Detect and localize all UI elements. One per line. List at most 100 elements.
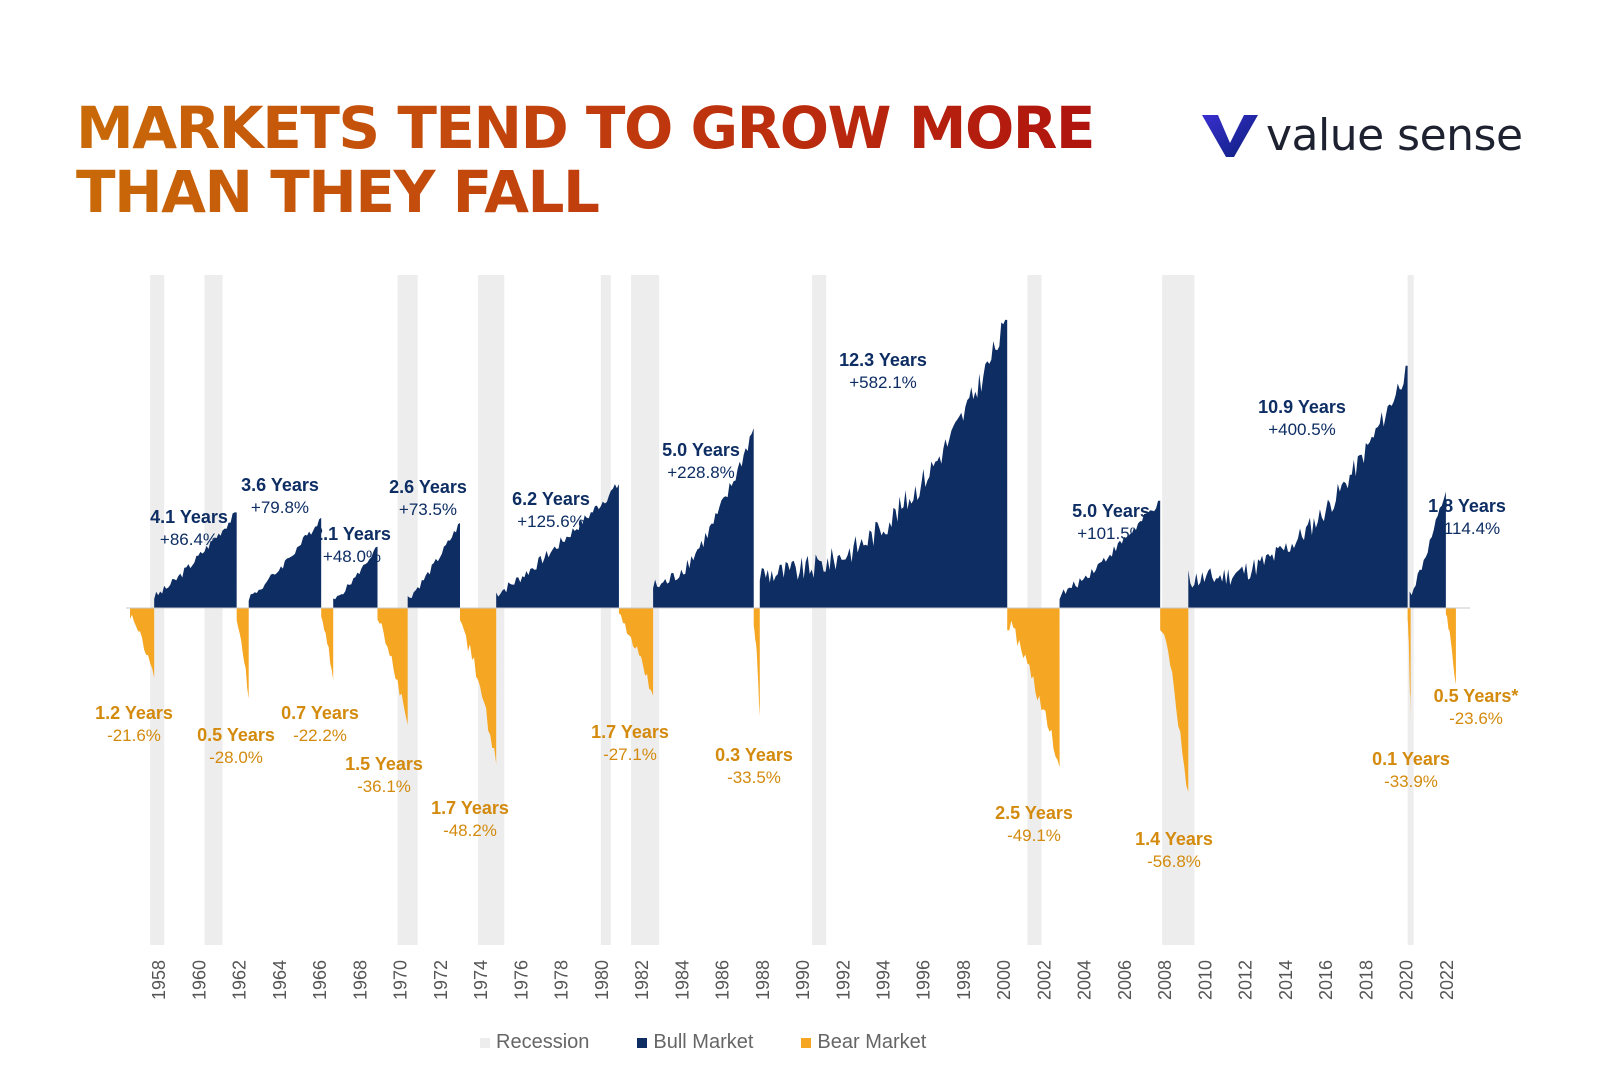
return-label: +86.4% (160, 530, 218, 549)
recession-band (1407, 275, 1414, 945)
x-tick-label: 1974 (471, 960, 491, 1000)
x-tick-label: 2014 (1276, 960, 1296, 1000)
return-label: -48.2% (443, 821, 497, 840)
duration-label: 4.1 Years (150, 507, 228, 527)
bear-market-area (321, 608, 334, 680)
data-labels: 4.1 Years +86.4% 3.6 Years +79.8%2.1 Years +… (95, 350, 1518, 871)
x-tick-label: 2004 (1075, 960, 1095, 1000)
x-tick-label: 1964 (270, 960, 290, 1000)
legend-item-bear: Bear Market (801, 1031, 926, 1054)
market-areas (130, 319, 1456, 792)
recession-band (204, 275, 223, 945)
x-tick-label: 1998 (954, 960, 974, 1000)
return-label: -23.6% (1449, 709, 1503, 728)
x-tick-label: 1984 (672, 960, 692, 1000)
return-label: +582.1% (849, 373, 917, 392)
legend-item-recession: Recession (480, 1031, 589, 1054)
x-tick-label: 1978 (552, 960, 572, 1000)
return-label: -36.1% (357, 777, 411, 796)
x-tick-label: 1980 (592, 960, 612, 1000)
return-label: -27.1% (603, 745, 657, 764)
legend: Recession Bull Market Bear Market (480, 1031, 926, 1054)
return-label: -56.8% (1147, 852, 1201, 871)
x-tick-label: 2016 (1316, 960, 1336, 1000)
bull-market-area (653, 428, 754, 608)
bear-market-area (753, 608, 760, 717)
x-tick-label: 2002 (1034, 960, 1054, 1000)
legend-swatch-bull (637, 1037, 648, 1048)
duration-label: 12.3 Years (839, 350, 927, 370)
x-tick-label: 1994 (874, 960, 894, 1000)
duration-label: 3.6 Years (241, 475, 319, 495)
return-label: +101.5% (1077, 524, 1145, 543)
return-label: -49.1% (1007, 826, 1061, 845)
bull-market-area (1059, 500, 1161, 608)
return-label: +79.8% (251, 498, 309, 517)
duration-label: 2.1 Years (313, 524, 391, 544)
x-tick-label: 2012 (1236, 960, 1256, 1000)
duration-label: 1.4 Years (1135, 829, 1213, 849)
return-label: +73.5% (399, 500, 457, 519)
x-tick-label: 1982 (632, 960, 652, 1000)
x-tick-label: 1968 (350, 960, 370, 1000)
x-tick-label: 2006 (1115, 960, 1135, 1000)
duration-label: 0.5 Years (197, 725, 275, 745)
legend-item-bull: Bull Market (637, 1031, 753, 1054)
x-tick-label: 2000 (994, 960, 1014, 1000)
bull-market-area (407, 523, 460, 608)
legend-label-bull: Bull Market (653, 1031, 754, 1053)
duration-label: 6.2 Years (512, 489, 590, 509)
brand-logo: value sense (1200, 110, 1523, 161)
legend-label-recession: Recession (496, 1031, 590, 1053)
duration-label: 5.0 Years (662, 440, 740, 460)
duration-label: 10.9 Years (1258, 397, 1346, 417)
recession-band (812, 275, 827, 945)
return-label: +114.4% (1434, 519, 1500, 538)
return-label: +48.0% (323, 547, 381, 566)
legend-swatch-bear (801, 1037, 812, 1048)
x-tick-label: 2018 (1356, 960, 1376, 1000)
return-label: -21.6% (107, 726, 161, 745)
legend-swatch-recession (480, 1037, 490, 1048)
legend-label-bear: Bear Market (817, 1031, 927, 1053)
bear-market-area (1007, 608, 1060, 768)
duration-label: 0.3 Years (715, 745, 793, 765)
x-tick-label: 1970 (391, 960, 411, 1000)
duration-label: 5.0 Years (1072, 501, 1150, 521)
duration-label: 1.8 Years (1428, 496, 1506, 516)
x-tick-label: 1958 (149, 960, 169, 1000)
bear-market-area (1445, 608, 1456, 685)
return-label: -22.2% (293, 726, 347, 745)
duration-label: 1.7 Years (431, 798, 509, 818)
bull-market-area (759, 319, 1008, 608)
bear-market-area (236, 608, 249, 699)
x-tick-label: 1972 (431, 960, 451, 1000)
x-tick-label: 1992 (833, 960, 853, 1000)
duration-label: 0.7 Years (281, 703, 359, 723)
bull-market-area (496, 484, 619, 608)
bull-market-area (333, 546, 378, 608)
bull-market-area (1409, 491, 1446, 608)
return-label: -33.9% (1384, 772, 1438, 791)
bull-market-area (248, 517, 322, 608)
x-tick-label: 1966 (310, 960, 330, 1000)
x-axis-ticks: 1958 1960 1962 1964 1966 1968 1970 1972 1974 1976… (149, 960, 1457, 1000)
duration-label: 1.7 Years (591, 722, 669, 742)
bear-market-area (459, 608, 497, 765)
x-tick-label: 1960 (189, 960, 209, 1000)
duration-label: 1.5 Years (345, 754, 423, 774)
bear-market-area (1407, 608, 1411, 718)
duration-label: 2.6 Years (389, 477, 467, 497)
return-label: +125.6% (517, 512, 585, 531)
x-tick-label: 1976 (511, 960, 531, 1000)
logo-text: value sense (1266, 110, 1523, 161)
x-tick-label: 1990 (793, 960, 813, 1000)
duration-label: 0.5 Years* (1434, 686, 1519, 706)
duration-label: 0.1 Years (1372, 749, 1450, 769)
bear-market-area (130, 608, 155, 678)
return-label: -33.5% (727, 768, 781, 787)
x-tick-label: 1996 (914, 960, 934, 1000)
x-tick-label: 1988 (753, 960, 773, 1000)
recession-band (600, 275, 611, 945)
